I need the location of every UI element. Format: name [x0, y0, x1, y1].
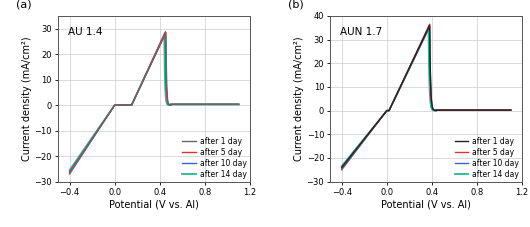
- after 1 day: [164, 99, 171, 102]
- after 14 day: [398, 85, 404, 87]
- after 14 day: [235, 103, 242, 106]
- Line: after 14 day: after 14 day: [69, 35, 238, 170]
- after 14 day: [428, 104, 434, 106]
- after 1 day: [398, 84, 404, 86]
- X-axis label: Potential (V vs. Al): Potential (V vs. Al): [381, 200, 471, 210]
- after 14 day: [103, 116, 109, 119]
- after 10 day: [235, 103, 242, 106]
- after 10 day: [432, 109, 439, 112]
- after 5 day: [375, 120, 382, 123]
- Y-axis label: Current density (mA/cm²): Current density (mA/cm²): [22, 36, 32, 161]
- after 1 day: [339, 166, 345, 169]
- after 5 day: [397, 86, 403, 89]
- after 10 day: [103, 116, 109, 119]
- after 14 day: [447, 109, 454, 111]
- Line: after 5 day: after 5 day: [342, 24, 511, 169]
- after 1 day: [432, 109, 439, 112]
- Line: after 14 day: after 14 day: [342, 29, 511, 166]
- after 1 day: [429, 104, 435, 106]
- after 1 day: [139, 82, 145, 85]
- after 10 day: [398, 84, 404, 86]
- Line: after 10 day: after 10 day: [69, 33, 238, 172]
- after 5 day: [508, 109, 514, 111]
- after 5 day: [167, 104, 174, 106]
- after 5 day: [138, 82, 145, 85]
- after 1 day: [427, 24, 433, 27]
- after 10 day: [448, 109, 455, 111]
- Y-axis label: Current density (mA/cm²): Current density (mA/cm²): [294, 36, 304, 161]
- after 1 day: [103, 117, 109, 120]
- after 14 day: [396, 87, 403, 90]
- after 14 day: [163, 99, 170, 102]
- after 5 day: [103, 117, 109, 119]
- after 10 day: [138, 82, 145, 85]
- X-axis label: Potential (V vs. Al): Potential (V vs. Al): [109, 200, 199, 210]
- after 10 day: [339, 168, 345, 171]
- after 1 day: [163, 31, 169, 34]
- Text: (a): (a): [16, 0, 32, 9]
- after 14 day: [138, 83, 145, 86]
- after 1 day: [138, 84, 144, 87]
- after 14 day: [181, 103, 187, 106]
- after 10 day: [375, 121, 382, 123]
- after 5 day: [162, 30, 169, 33]
- Line: after 1 day: after 1 day: [342, 25, 511, 167]
- after 10 day: [182, 103, 188, 106]
- after 1 day: [66, 173, 73, 175]
- after 10 day: [508, 109, 514, 111]
- after 5 day: [235, 103, 242, 106]
- after 14 day: [431, 109, 438, 112]
- after 10 day: [137, 85, 144, 87]
- Text: AUN 1.7: AUN 1.7: [340, 27, 382, 37]
- after 10 day: [397, 86, 403, 89]
- after 14 day: [166, 104, 173, 106]
- after 10 day: [429, 104, 435, 106]
- after 14 day: [508, 109, 514, 111]
- Line: after 10 day: after 10 day: [342, 27, 511, 170]
- after 14 day: [339, 165, 345, 168]
- after 1 day: [182, 103, 188, 106]
- after 1 day: [235, 103, 242, 106]
- after 14 day: [66, 169, 73, 171]
- after 1 day: [397, 86, 403, 89]
- after 5 day: [164, 99, 171, 102]
- after 5 day: [398, 83, 404, 86]
- Legend: after 1 day, after 5 day, after 10 day, after 14 day: after 1 day, after 5 day, after 10 day, …: [182, 136, 248, 179]
- after 5 day: [448, 109, 455, 111]
- after 10 day: [162, 32, 169, 35]
- after 10 day: [164, 99, 171, 102]
- after 5 day: [182, 103, 188, 106]
- after 5 day: [427, 23, 433, 25]
- after 14 day: [425, 27, 431, 30]
- after 1 day: [375, 120, 382, 123]
- Legend: after 1 day, after 5 day, after 10 day, after 14 day: after 1 day, after 5 day, after 10 day, …: [454, 136, 520, 179]
- after 10 day: [66, 170, 73, 173]
- after 1 day: [508, 109, 514, 111]
- Text: AU 1.4: AU 1.4: [68, 27, 102, 37]
- after 14 day: [161, 34, 167, 36]
- Line: after 5 day: after 5 day: [69, 32, 238, 173]
- after 10 day: [167, 104, 174, 106]
- after 5 day: [432, 109, 439, 112]
- after 10 day: [427, 25, 433, 28]
- after 14 day: [375, 120, 382, 123]
- after 5 day: [137, 84, 144, 87]
- after 1 day: [167, 104, 174, 106]
- after 14 day: [137, 85, 144, 88]
- after 5 day: [66, 171, 73, 174]
- after 5 day: [429, 104, 435, 106]
- Line: after 1 day: after 1 day: [69, 32, 238, 174]
- Text: (b): (b): [288, 0, 304, 9]
- after 1 day: [448, 109, 455, 111]
- after 5 day: [339, 167, 345, 170]
